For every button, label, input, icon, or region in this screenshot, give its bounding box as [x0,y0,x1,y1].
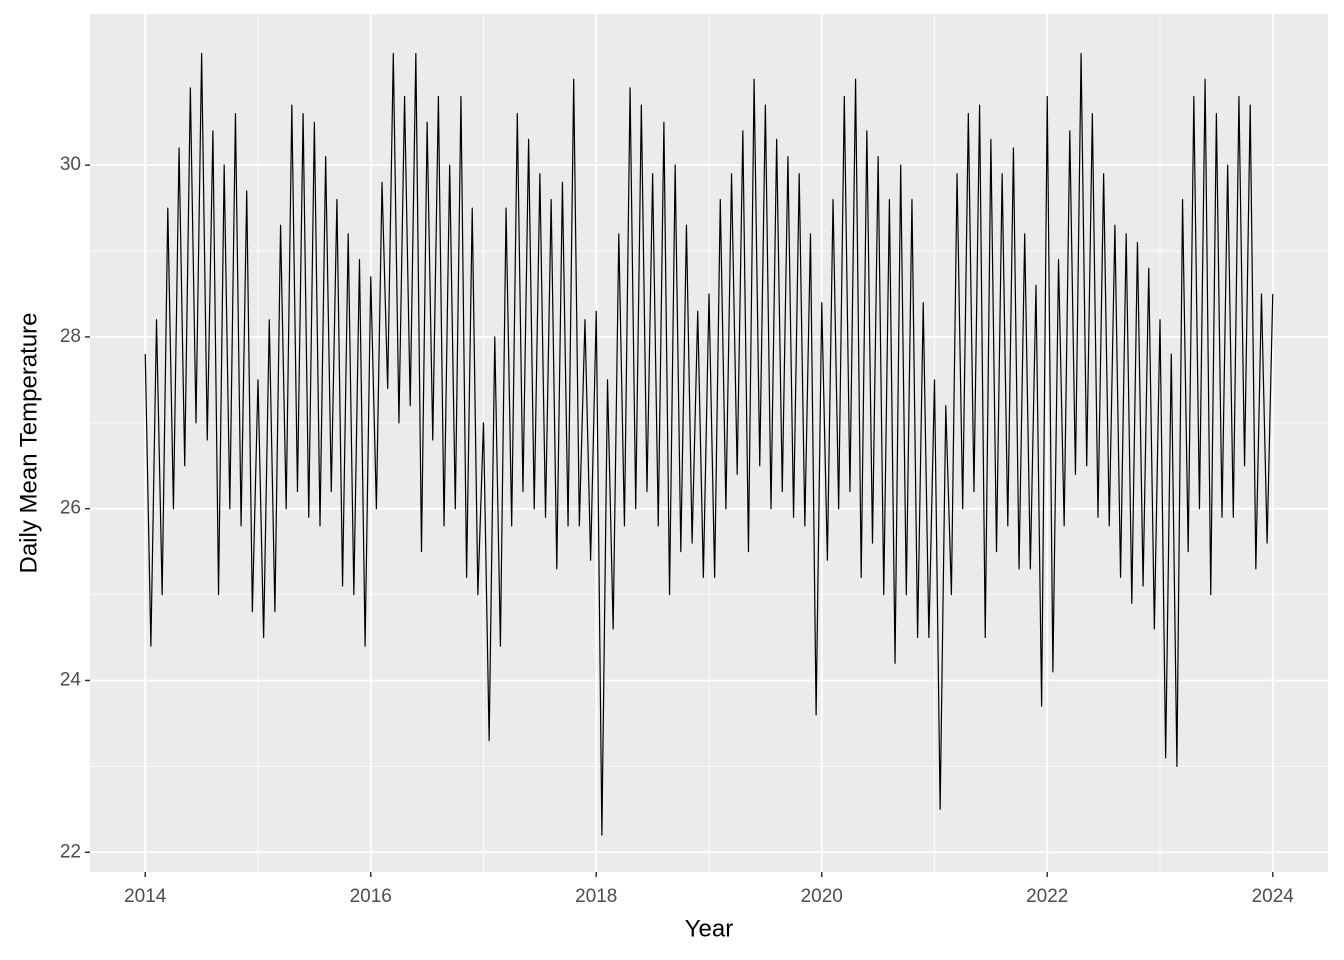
x-tick-label: 2016 [350,886,392,907]
y-tick-label: 26 [60,498,81,519]
x-tick-label: 2020 [801,886,843,907]
x-tick-label: 2024 [1252,886,1295,907]
y-tick-label: 24 [60,669,82,690]
x-axis-title: Year [685,915,734,942]
x-tick-label: 2014 [124,886,167,907]
plot-area [144,52,1274,836]
y-axis-title: Daily Mean Temperature [15,312,42,573]
y-tick-label: 30 [60,154,81,175]
y-tick-label: 28 [60,326,81,347]
y-tick-label: 22 [60,841,81,862]
temperature-line [144,52,1274,836]
x-tick-label: 2018 [575,886,617,907]
x-tick-label: 2022 [1026,886,1068,907]
